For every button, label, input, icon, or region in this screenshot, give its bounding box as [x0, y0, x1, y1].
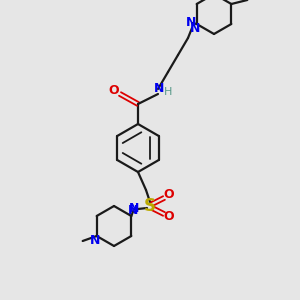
- Text: S: S: [144, 197, 156, 215]
- Text: N: N: [89, 233, 100, 247]
- Text: N: N: [128, 205, 139, 218]
- Text: N: N: [154, 82, 164, 95]
- Text: O: O: [109, 83, 119, 97]
- Text: H: H: [164, 87, 172, 97]
- Text: O: O: [164, 211, 174, 224]
- Text: N: N: [129, 202, 139, 215]
- Text: N: N: [190, 22, 200, 34]
- Text: N: N: [186, 16, 196, 29]
- Text: O: O: [164, 188, 174, 202]
